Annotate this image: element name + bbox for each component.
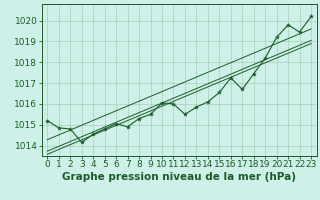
X-axis label: Graphe pression niveau de la mer (hPa): Graphe pression niveau de la mer (hPa): [62, 172, 296, 182]
